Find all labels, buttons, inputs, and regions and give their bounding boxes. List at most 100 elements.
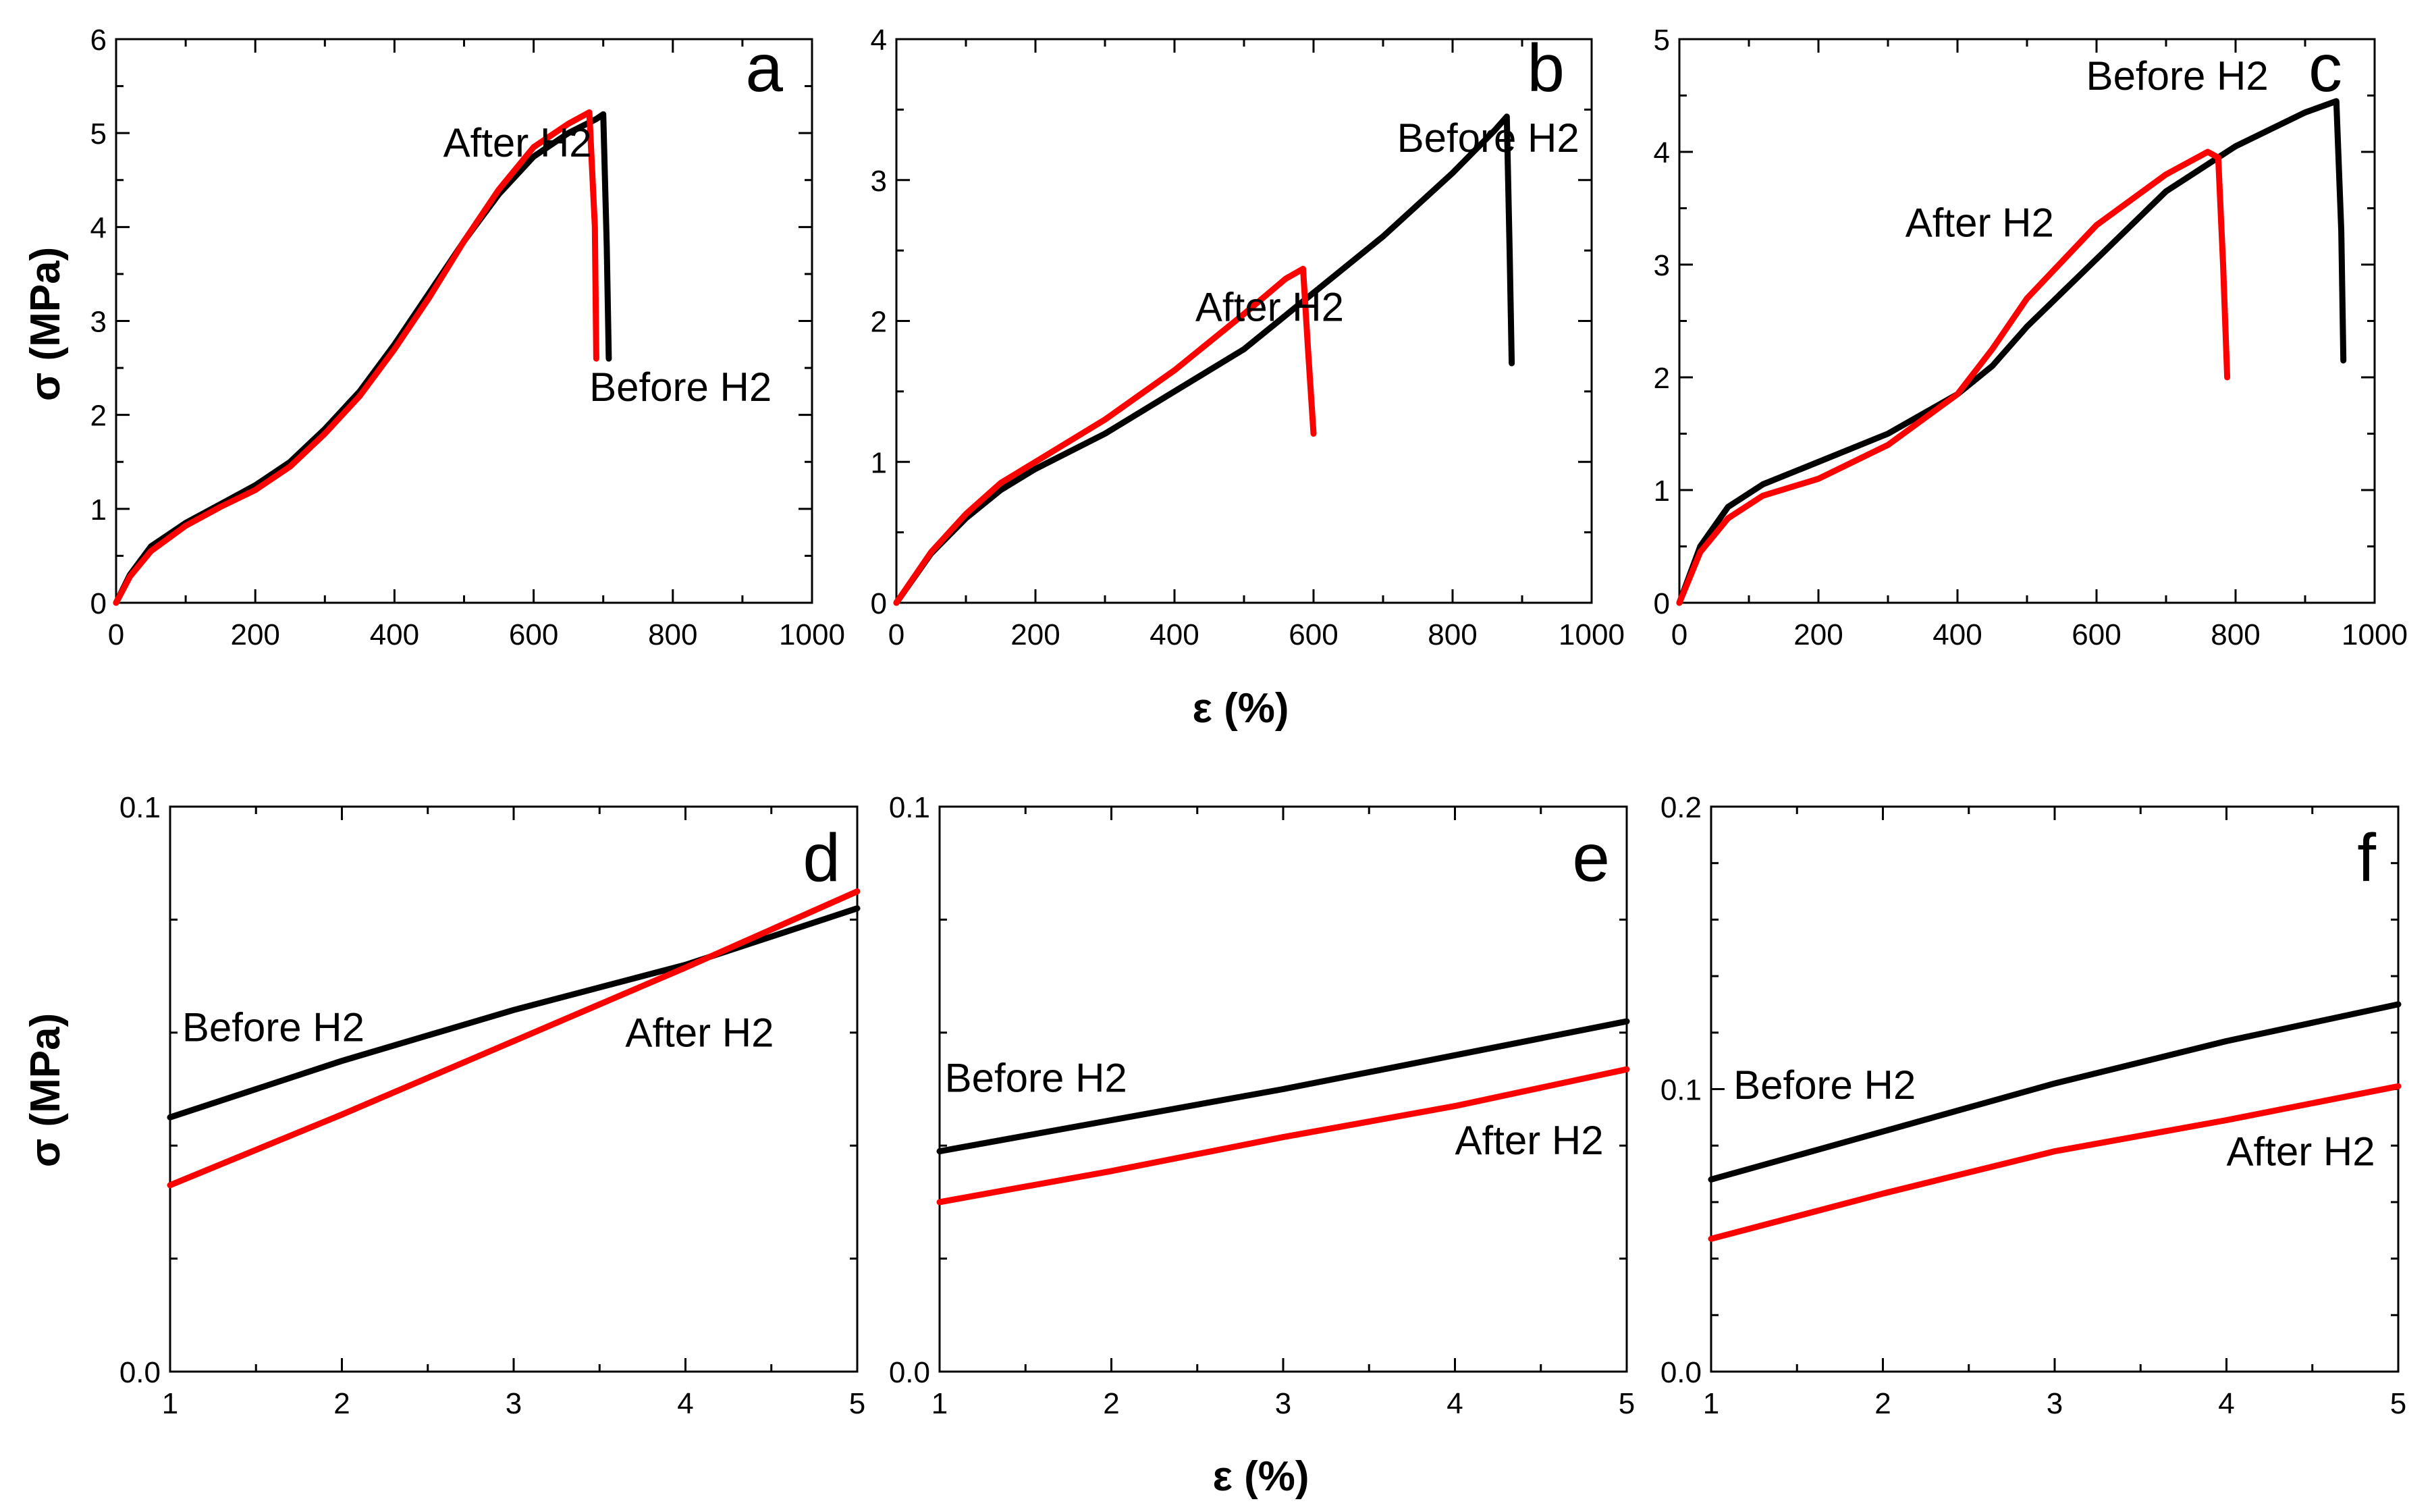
y-tick-label: 2 xyxy=(871,306,887,339)
y-tick-label: 3 xyxy=(90,306,107,339)
series-line-before-h2 xyxy=(1676,98,2347,606)
panel-e-letter: e xyxy=(1572,820,1610,896)
annotation-after-h2: After H2 xyxy=(1195,285,1344,330)
x-tick-label: 200 xyxy=(1793,618,1843,651)
y-tick-label: 0.1 xyxy=(889,791,930,824)
x-tick-label: 4 xyxy=(2218,1387,2234,1420)
x-tick-label: 600 xyxy=(2072,618,2121,651)
annotation-after-h2: After H2 xyxy=(1455,1118,1604,1163)
x-tick-label: 1 xyxy=(162,1387,178,1420)
y-tick-label: 0.0 xyxy=(119,1356,161,1389)
panel-b-letter: b xyxy=(1527,30,1565,106)
x-tick-label: 2 xyxy=(1874,1387,1891,1420)
x-tick-label: 1000 xyxy=(1559,618,1625,651)
x-tick-label: 2 xyxy=(333,1387,350,1420)
x-tick-label: 800 xyxy=(648,618,697,651)
panel-d-letter: d xyxy=(803,820,840,896)
panel-d-ylabel: σ (MPa) xyxy=(22,1013,69,1167)
panel-c-plot: 0 200 400 600 800 1000 0 1 2 3 4 5 Before H2 After H2 xyxy=(1654,24,2408,651)
annotation-after-h2: After H2 xyxy=(443,120,592,165)
annotation-before-h2: Before H2 xyxy=(1733,1062,1916,1108)
x-tick-label: 5 xyxy=(849,1387,865,1420)
annotation-after-h2: After H2 xyxy=(625,1010,774,1056)
series-line-after-h2 xyxy=(893,265,1317,606)
panel-b: b ε (%) xyxy=(1192,30,1565,732)
y-tick-label: 5 xyxy=(90,117,107,151)
y-tick-label: 0.0 xyxy=(889,1356,930,1389)
x-tick-label: 5 xyxy=(2390,1387,2406,1420)
panel-c-letter: c xyxy=(2308,30,2342,106)
x-tick-label: 3 xyxy=(2047,1387,2063,1420)
x-tick-label: 1000 xyxy=(779,618,845,651)
x-tick-label: 1 xyxy=(1703,1387,1719,1420)
series-line-after-h2 xyxy=(1708,1083,2402,1242)
annotation-before-h2: Before H2 xyxy=(1397,115,1579,161)
y-tick-label: 0.1 xyxy=(119,791,161,824)
y-tick-label: 0 xyxy=(90,587,107,620)
y-tick-label: 1 xyxy=(90,493,107,526)
series-line-after-h2 xyxy=(167,888,861,1189)
x-tick-label: 4 xyxy=(677,1387,693,1420)
panel-c: c xyxy=(2308,30,2342,106)
panel-d-plot: 1 2 3 4 5 0.0 0.1 Before H2 After H2 xyxy=(119,791,865,1420)
panel-d-frame xyxy=(169,805,859,1373)
panel-e-plot: 1 2 3 4 5 0.0 0.1 Before H2 After H2 xyxy=(889,791,1635,1420)
x-tick-label: 200 xyxy=(230,618,279,651)
panel-d: d σ (MPa) xyxy=(22,820,840,1167)
x-tick-label: 0 xyxy=(108,618,124,651)
panel-a-plot: 0 200 400 600 800 1000 0 1 2 3 4 5 6 After H2 Before H… xyxy=(90,24,845,651)
series-line-before-h2 xyxy=(1708,1001,2402,1183)
x-tick-label: 3 xyxy=(506,1387,522,1420)
x-tick-label: 0 xyxy=(888,618,904,651)
x-tick-label: 200 xyxy=(1010,618,1060,651)
y-tick-label: 0.1 xyxy=(1660,1074,1702,1107)
series-line-before-h2 xyxy=(936,1018,1630,1155)
annotation-after-h2: After H2 xyxy=(2227,1129,2375,1174)
x-tick-label: 600 xyxy=(1289,618,1338,651)
y-tick-label: 2 xyxy=(90,400,107,433)
annotation-before-h2: Before H2 xyxy=(589,364,772,410)
y-tick-label: 3 xyxy=(871,165,887,198)
panel-c-frame xyxy=(1678,38,2376,604)
x-tick-label: 400 xyxy=(370,618,419,651)
series-line-before-h2 xyxy=(113,111,612,606)
x-tick-label: 1 xyxy=(931,1387,948,1420)
series-line-before-h2 xyxy=(893,113,1515,606)
x-tick-label: 800 xyxy=(1428,618,1477,651)
panel-e: e ε (%) xyxy=(1212,820,1610,1500)
panel-a-ylabel: σ (MPa) xyxy=(22,247,69,401)
x-tick-label: 400 xyxy=(1150,618,1199,651)
y-tick-label: 6 xyxy=(90,24,107,57)
y-tick-label: 4 xyxy=(1654,136,1670,169)
annotation-before-h2: Before H2 xyxy=(182,1004,364,1050)
x-tick-label: 600 xyxy=(509,618,558,651)
y-tick-label: 0 xyxy=(1654,587,1670,620)
panel-a-letter: a xyxy=(745,30,783,106)
y-tick-label: 2 xyxy=(1654,362,1670,395)
x-tick-label: 0 xyxy=(1671,618,1687,651)
y-tick-label: 1 xyxy=(1654,475,1670,508)
y-tick-label: 4 xyxy=(871,24,887,57)
panel-f: f xyxy=(2357,820,2376,896)
panel-b-xlabel: ε (%) xyxy=(1192,685,1289,732)
panel-a: a σ (MPa) xyxy=(22,30,783,401)
panel-b-plot: 0 200 400 600 800 1000 0 1 2 3 4 Before H2 After H2 xyxy=(871,24,1625,651)
x-tick-label: 400 xyxy=(1933,618,1982,651)
x-tick-label: 1000 xyxy=(2342,618,2408,651)
y-tick-label: 0.2 xyxy=(1660,791,1702,824)
y-tick-label: 0 xyxy=(871,587,887,620)
y-tick-label: 0.0 xyxy=(1660,1356,1702,1389)
annotation-before-h2: Before H2 xyxy=(945,1056,1127,1101)
panel-e-xlabel: ε (%) xyxy=(1212,1453,1309,1500)
series-line-after-h2 xyxy=(113,109,599,606)
y-tick-label: 5 xyxy=(1654,24,1670,57)
panel-f-letter: f xyxy=(2357,820,2376,896)
y-tick-label: 3 xyxy=(1654,249,1670,282)
x-tick-label: 3 xyxy=(1275,1387,1291,1420)
x-tick-label: 5 xyxy=(1619,1387,1635,1420)
series-line-after-h2 xyxy=(936,1066,1630,1206)
x-tick-label: 4 xyxy=(1447,1387,1463,1420)
panel-f-plot: 1 2 3 4 5 0.0 0.1 0.2 Before H2 After H2 xyxy=(1660,791,2406,1420)
y-tick-label: 4 xyxy=(90,211,107,244)
